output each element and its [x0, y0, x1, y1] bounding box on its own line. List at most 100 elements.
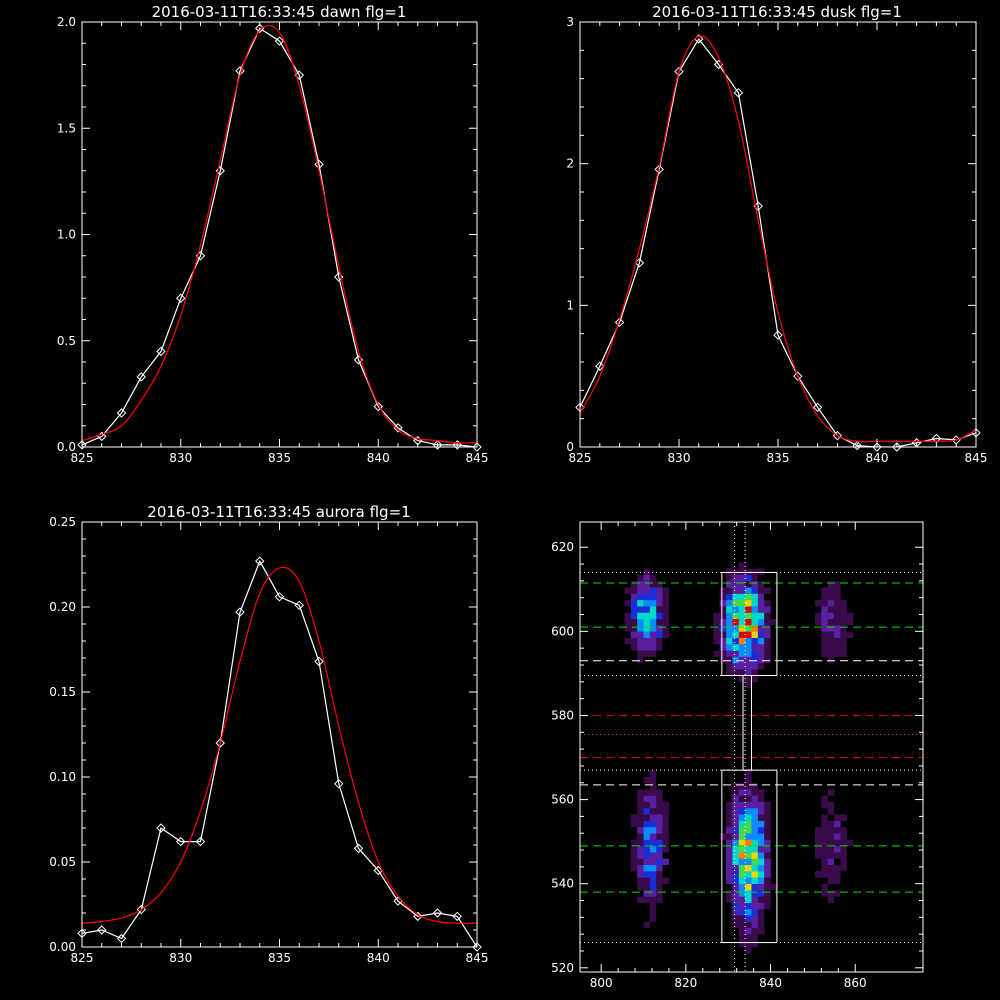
- heatmap-cell: [637, 845, 644, 853]
- heatmap-cell: [815, 625, 822, 632]
- heatmap-cell: [649, 864, 657, 872]
- heatmap-cell: [846, 656, 854, 664]
- heatmap-cell: [745, 915, 752, 922]
- heatmap-cell: [624, 631, 632, 638]
- heatmap-cell: [630, 889, 638, 897]
- heatmap-cell: [643, 871, 651, 878]
- dusk-line-plot: 825 830 835 840 845 0 1 2 3 2016-03-11T16:33:45 d…: [566, 3, 987, 465]
- heatmap-cell: [662, 864, 670, 872]
- heatmap-cell: [745, 953, 752, 960]
- heatmap-cell: [649, 568, 657, 575]
- heatmap-cell: [738, 877, 746, 884]
- heatmap-cell: [834, 587, 841, 594]
- y-tick-label: 0.5: [57, 334, 76, 348]
- heatmap-cell: [738, 555, 746, 563]
- heatmap-cell: [630, 789, 638, 796]
- heatmap-cell: [745, 776, 752, 784]
- heatmap-cell: [827, 625, 835, 632]
- heatmap-cell: [713, 599, 721, 607]
- heatmap-cell: [745, 643, 752, 651]
- heatmap-cell: [637, 902, 644, 910]
- heatmap-cell: [738, 801, 746, 809]
- heatmap-cell: [764, 896, 771, 903]
- data-point-marker: [97, 925, 107, 935]
- heatmap-cell: [637, 776, 644, 784]
- heatmap-cell: [649, 763, 657, 771]
- heatmap-cell: [751, 896, 759, 903]
- heatmap-cell: [713, 587, 721, 594]
- heatmap-cell: [840, 568, 848, 575]
- heatmap-cell: [757, 858, 765, 866]
- heatmap-cell: [815, 795, 822, 802]
- heatmap-cell: [637, 820, 644, 828]
- heatmap-cell: [757, 807, 765, 815]
- heatmap-cell: [656, 606, 663, 613]
- heatmap-cell: [738, 587, 746, 594]
- heatmap-cell: [643, 839, 651, 847]
- heatmap-cell: [745, 656, 752, 664]
- heatmap-cell: [643, 902, 651, 910]
- heatmap-cell: [738, 915, 746, 922]
- heatmap-cell: [630, 612, 638, 620]
- heatmap-cell: [815, 826, 822, 834]
- data-point-marker: [255, 556, 265, 566]
- heatmap-cell: [745, 852, 752, 859]
- heatmap-cell: [808, 625, 816, 632]
- heatmap-cell: [738, 826, 746, 834]
- heatmap-cell: [656, 618, 663, 626]
- heatmap-cell: [770, 612, 778, 620]
- heatmap-cell: [662, 883, 670, 891]
- heatmap-cell: [637, 662, 644, 670]
- data-point-marker: [334, 779, 344, 789]
- heatmap-cell: [643, 789, 651, 796]
- heatmap-cell: [751, 921, 759, 929]
- heatmap-cell: [745, 801, 752, 809]
- heatmap-cell: [745, 934, 752, 941]
- heatmap-cell: [827, 593, 835, 601]
- heatmap-cell: [834, 871, 841, 878]
- heatmap-cell: [834, 631, 841, 638]
- heatmap-cell: [732, 561, 740, 569]
- heatmap-cell: [738, 807, 746, 815]
- heatmap-cell: [662, 782, 670, 790]
- heatmap-cell: [732, 669, 740, 676]
- heatmap-cell: [649, 643, 657, 651]
- heatmap-cell: [738, 839, 746, 847]
- heatmap-cell: [649, 782, 657, 790]
- heatmap-cell: [745, 675, 752, 683]
- heatmap-cell: [808, 612, 816, 620]
- heatmap-cell: [630, 631, 638, 638]
- data-point-marker: [274, 592, 285, 602]
- heatmap-cell: [630, 801, 638, 809]
- heatmap-cell: [745, 795, 752, 802]
- heatmap-cell: [757, 852, 765, 859]
- heatmap-cell: [751, 833, 759, 840]
- heatmap-cell: [630, 826, 638, 834]
- heatmap-cell: [821, 852, 829, 859]
- heatmap-cell: [757, 883, 765, 891]
- heatmap-cell: [840, 858, 848, 866]
- heatmap-cell: [726, 625, 733, 632]
- heatmap-cell: [732, 795, 740, 802]
- heatmap-cell: [840, 776, 848, 784]
- heatmap-cell: [827, 669, 835, 676]
- heatmap-cell: [656, 580, 663, 588]
- heatmap-cell: [846, 618, 854, 626]
- chart-title: 2016-03-11T16:33:45 dusk flg=1: [652, 3, 902, 21]
- heatmap-cell: [821, 789, 829, 796]
- heatmap-cell: [668, 826, 676, 834]
- heatmap-cell: [827, 871, 835, 878]
- heatmap-cell: [732, 915, 740, 922]
- heatmap-cell: [827, 864, 835, 872]
- heatmap-cell: [751, 643, 759, 651]
- heatmap-cell: [757, 814, 765, 821]
- heatmap-cell: [821, 631, 829, 638]
- heatmap-cell: [649, 801, 657, 809]
- heatmap-cell: [827, 883, 835, 891]
- heatmap-cell: [745, 782, 752, 790]
- heatmap-cell: [834, 902, 841, 910]
- heatmap-cell: [738, 883, 746, 891]
- heatmap-cell: [757, 864, 765, 872]
- heatmap-cell: [732, 921, 740, 929]
- heatmap-cell: [643, 612, 651, 620]
